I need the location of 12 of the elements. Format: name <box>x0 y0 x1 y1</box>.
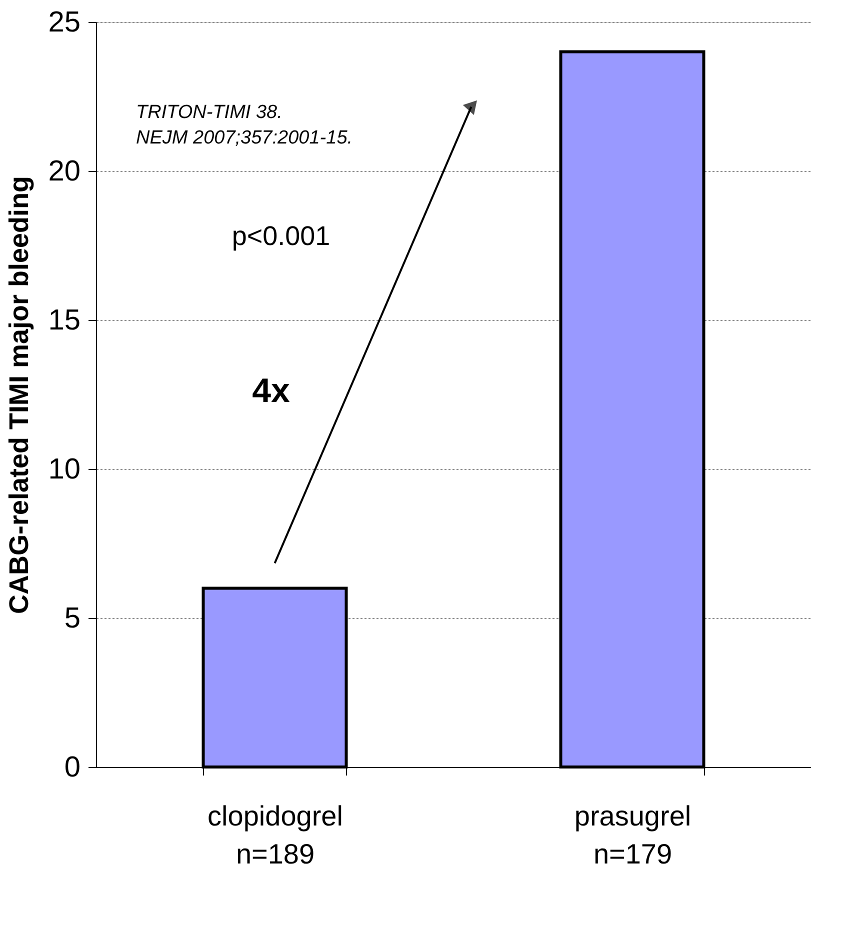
y-tick-label: 25 <box>48 6 80 38</box>
annotation: p<0.001 <box>232 221 330 251</box>
annotation: 4x <box>252 372 290 410</box>
y-tick-label: 5 <box>64 602 80 634</box>
annotation: TRITON-TIMI 38. NEJM 2007;357:2001-15. <box>136 102 353 149</box>
y-tick-label: 20 <box>48 156 80 188</box>
y-tick-label: 15 <box>48 304 80 336</box>
x-tick-label: clopidogrel n=189 <box>208 800 343 870</box>
y-tick-label: 10 <box>48 454 80 486</box>
y-axis-title: CABG-related TIMI major bleeding <box>4 176 34 614</box>
x-tick-label: prasugrel n=179 <box>574 800 692 870</box>
y-tick-label: 0 <box>64 752 80 784</box>
